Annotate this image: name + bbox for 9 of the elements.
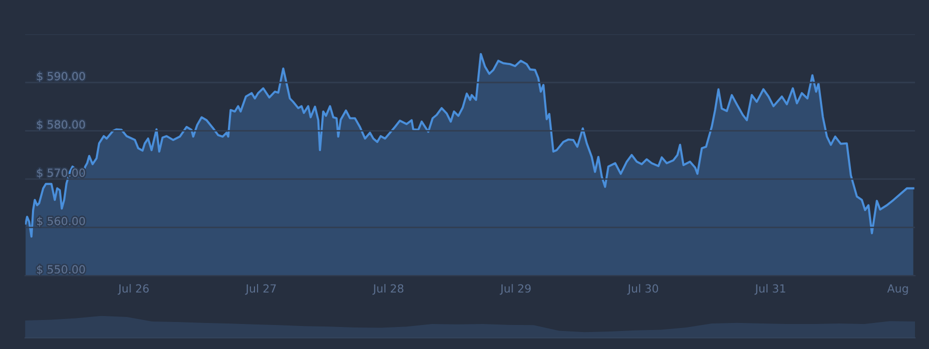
- x-tick-label: Jul 26: [118, 284, 149, 295]
- x-tick-label: Jul 29: [500, 284, 531, 295]
- x-tick-label: Jul 31: [754, 284, 786, 295]
- y-tick-label: $ 580.00: [37, 120, 85, 130]
- x-tick-label: Jul 30: [627, 284, 658, 295]
- x-tick-label: Jul 27: [245, 284, 276, 295]
- y-tick-label: $ 590.00: [37, 72, 85, 82]
- x-tick-label: Aug: [887, 284, 908, 295]
- x-tick-label: Jul 28: [372, 284, 404, 295]
